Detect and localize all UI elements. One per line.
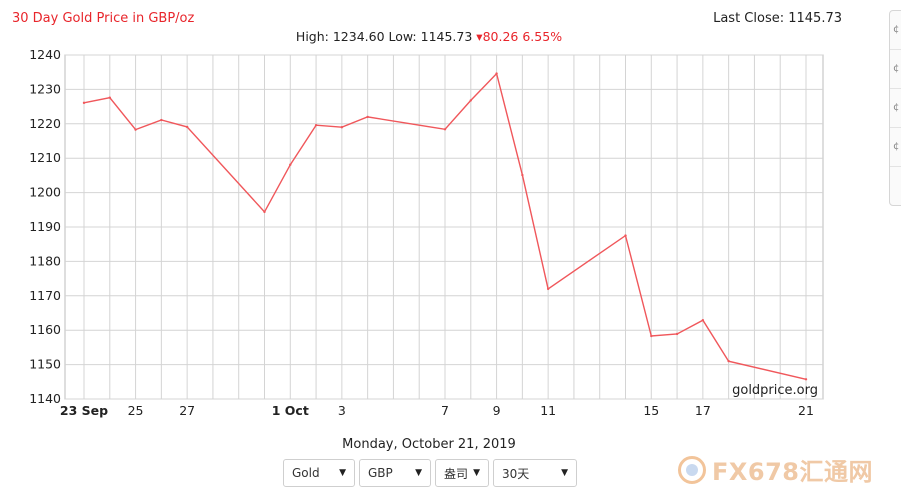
chevron-down-icon: ▼	[339, 468, 346, 478]
x-tick-label: 21	[798, 403, 814, 418]
side-panel-row[interactable]: ¢	[890, 50, 901, 89]
chevron-down-icon: ▼	[473, 468, 480, 478]
side-panel-row[interactable]: ¢	[890, 11, 901, 50]
price-point	[701, 319, 705, 322]
price-point	[727, 359, 730, 363]
last-close: Last Close: 1145.73	[713, 11, 842, 26]
fx678-brand-text: FX678汇通网	[712, 458, 873, 486]
x-tick-label: 11	[540, 403, 556, 418]
x-tick-label: 3	[338, 403, 346, 418]
y-tick-label: 1210	[29, 150, 61, 165]
side-panel-row[interactable]: ¢	[890, 128, 901, 167]
x-tick-label: 25	[128, 403, 144, 418]
grid	[65, 54, 823, 400]
unit-select[interactable]: 盎司 ▼	[435, 459, 489, 487]
unit-select-value: 盎司	[444, 466, 469, 481]
price-chart: 1140 1150 1160 1170 1180 1190 1200 1210 1220 1230…	[29, 47, 824, 418]
metal-select-value: Gold	[292, 466, 320, 480]
chart-controls: Gold ▼ GBP ▼ 盎司 ▼ 30天 ▼	[283, 459, 577, 487]
price-point	[469, 99, 472, 102]
price-point	[675, 332, 679, 336]
x-tick-label: 9	[493, 403, 501, 418]
y-tick-label: 1230	[29, 81, 61, 96]
price-point	[134, 128, 137, 131]
price-point	[366, 115, 369, 119]
series-layer	[82, 72, 808, 381]
x-tick-label: 23 Sep	[60, 403, 108, 418]
y-tick-label: 1160	[29, 322, 61, 337]
price-point	[650, 334, 653, 338]
price-point	[263, 210, 266, 214]
chevron-down-icon: ▼	[561, 468, 568, 478]
x-tick-label: 1 Oct	[272, 403, 309, 418]
metal-select[interactable]: Gold ▼	[283, 459, 355, 487]
y-axis: 1140 1150 1160 1170 1180 1190 1200 1210 1220 1230…	[29, 47, 61, 406]
x-tick-label: 15	[643, 403, 659, 418]
change-down-icon: ▾	[476, 29, 483, 44]
period-select-value: 30天	[502, 466, 530, 481]
date-label: Monday, October 21, 2019	[342, 437, 516, 452]
fx678-logo-icon	[678, 455, 706, 484]
y-tick-label: 1200	[29, 185, 61, 200]
price-point	[108, 96, 111, 99]
price-point	[289, 163, 292, 166]
change-percent: 6.55%	[522, 29, 563, 44]
price-point	[443, 128, 447, 131]
change-value: 80.26	[482, 29, 519, 44]
y-tick-label: 1180	[29, 253, 61, 268]
side-panel-row[interactable]: ¢	[890, 89, 901, 128]
price-point	[340, 126, 344, 129]
price-point	[82, 101, 86, 105]
price-point	[314, 123, 318, 127]
side-panel[interactable]: ¢ ¢ ¢ ¢	[889, 10, 901, 206]
high-low-stats: High: 1234.60 Low: 1145.73 ▾80.26 6.55%	[0, 29, 858, 44]
x-tick-label: 27	[179, 403, 195, 418]
price-point	[804, 378, 808, 381]
price-point	[521, 173, 524, 177]
price-point	[495, 72, 498, 75]
x-tick-label: 7	[441, 403, 449, 418]
price-point	[160, 118, 163, 122]
y-tick-label: 1220	[29, 116, 61, 131]
price-point	[185, 125, 189, 129]
y-tick-label: 1150	[29, 357, 61, 372]
price-point	[624, 234, 627, 237]
high-low-text: High: 1234.60 Low: 1145.73	[295, 29, 473, 44]
y-tick-label: 1140	[29, 391, 61, 406]
currency-select[interactable]: GBP ▼	[359, 459, 431, 487]
chart-title: 30 Day Gold Price in GBP/oz	[12, 11, 195, 26]
x-axis: 23 Sep 25 27 1 Oct 3 7 9 11 15 17 21	[60, 403, 814, 418]
currency-select-value: GBP	[368, 466, 393, 480]
x-tick-label: 17	[695, 403, 711, 418]
price-point	[546, 287, 550, 291]
chevron-down-icon: ▼	[415, 468, 422, 478]
y-tick-label: 1170	[29, 288, 61, 303]
y-tick-label: 1240	[29, 47, 61, 62]
source-watermark: goldprice.org	[732, 383, 818, 398]
y-tick-label: 1190	[29, 219, 61, 234]
period-select[interactable]: 30天 ▼	[493, 459, 577, 487]
fx678-logo: FX678汇通网	[678, 452, 873, 487]
